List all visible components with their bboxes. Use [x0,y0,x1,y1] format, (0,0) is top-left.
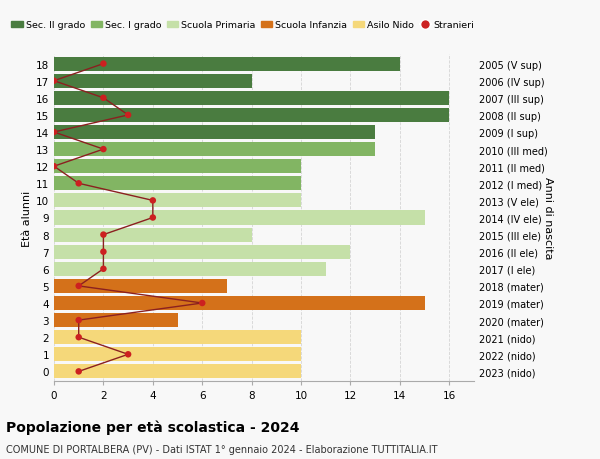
Point [98,248,108,256]
Y-axis label: Età alunni: Età alunni [22,190,32,246]
Bar [54,92,449,106]
Bar [54,245,350,259]
Bar [54,228,251,242]
Bar [54,297,425,310]
Bar [54,279,227,293]
Point [74,283,83,290]
Bar [54,126,375,140]
Bar [54,347,301,362]
Point [49,163,59,170]
Point [148,214,158,222]
Point [74,317,83,324]
Bar [54,109,449,123]
Point [49,129,59,136]
Bar [54,177,301,191]
Bar [54,160,301,174]
Legend: Sec. II grado, Sec. I grado, Scuola Primaria, Scuola Infanzia, Asilo Nido, Stran: Sec. II grado, Sec. I grado, Scuola Prim… [8,17,478,34]
Bar [54,57,400,72]
Text: COMUNE DI PORTALBERA (PV) - Dati ISTAT 1° gennaio 2024 - Elaborazione TUTTITALIA: COMUNE DI PORTALBERA (PV) - Dati ISTAT 1… [6,444,437,454]
Bar [54,364,301,379]
Bar [54,262,326,276]
Point [98,266,108,273]
Bar [54,313,178,327]
Point [74,368,83,375]
Text: Popolazione per età scolastica - 2024: Popolazione per età scolastica - 2024 [6,420,299,435]
Point [98,95,108,102]
Point [124,112,133,119]
Point [124,351,133,358]
Point [148,197,158,205]
Y-axis label: Anni di nascita: Anni di nascita [543,177,553,259]
Bar [54,194,301,208]
Point [74,334,83,341]
Bar [54,74,251,89]
Bar [54,143,375,157]
Bar [54,330,301,344]
Point [49,78,59,85]
Point [98,61,108,68]
Point [74,180,83,188]
Point [98,146,108,153]
Point [197,300,207,307]
Point [98,231,108,239]
Bar [54,211,425,225]
